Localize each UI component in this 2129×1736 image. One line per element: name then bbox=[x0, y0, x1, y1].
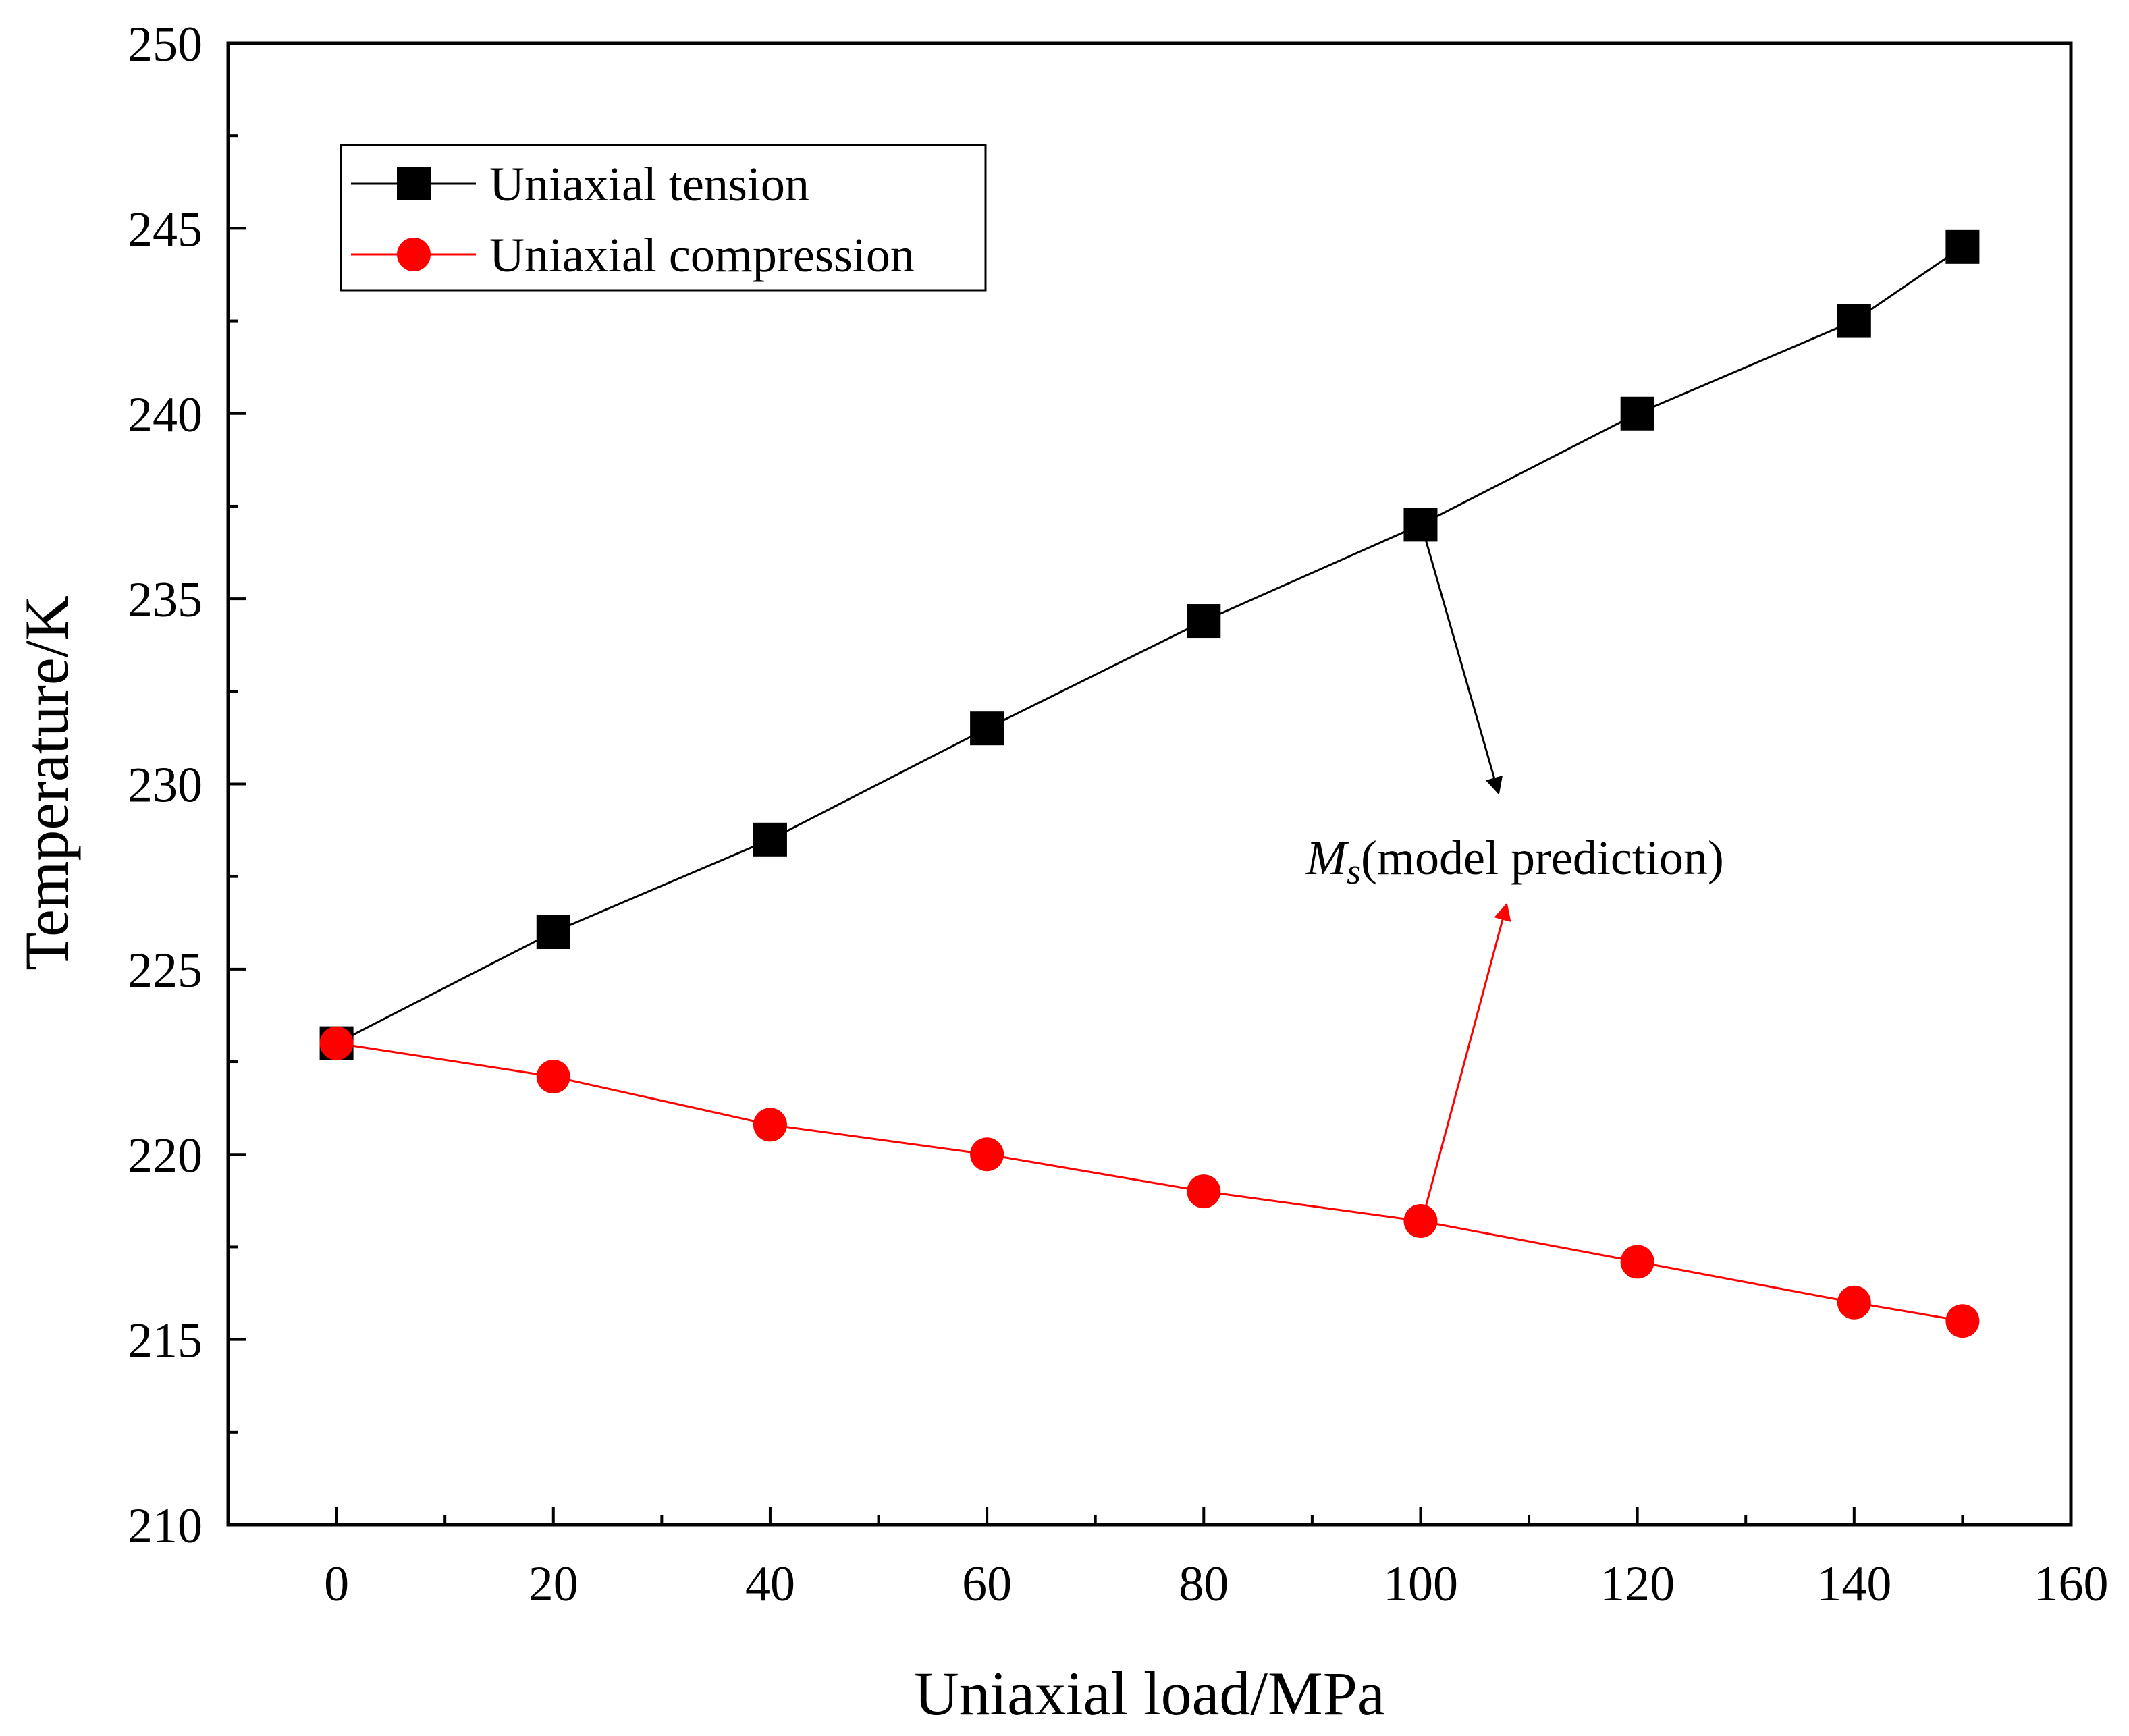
data-point-compression bbox=[753, 1108, 787, 1142]
data-point-compression bbox=[1403, 1204, 1438, 1239]
data-point-compression bbox=[970, 1137, 1004, 1172]
data-point-tension bbox=[1837, 304, 1871, 338]
y-axis: 210 215 220 225 230 235 240 245 250 bbox=[128, 17, 246, 1554]
annotation-arrow-tension bbox=[1420, 522, 1503, 795]
legend-marker-compression bbox=[397, 238, 431, 271]
y-axis-title: Temperature/K bbox=[12, 595, 81, 971]
y-tick-label: 250 bbox=[128, 17, 203, 72]
data-point-compression bbox=[1837, 1285, 1871, 1320]
data-point-compression bbox=[1187, 1174, 1221, 1209]
x-tick-label: 160 bbox=[2034, 1556, 2109, 1612]
annotation-subscript: s bbox=[1347, 851, 1361, 892]
legend-box bbox=[340, 144, 987, 292]
annotation-main: M bbox=[1305, 831, 1349, 885]
x-tick-label: 140 bbox=[1816, 1556, 1891, 1612]
data-point-compression bbox=[1945, 1304, 1980, 1338]
legend-marker-tension bbox=[397, 167, 431, 200]
y-tick-label: 235 bbox=[128, 572, 203, 628]
x-tick-label: 40 bbox=[745, 1556, 795, 1612]
data-point-tension bbox=[1945, 229, 1980, 264]
legend-label-tension: Uniaxial tension bbox=[489, 157, 809, 211]
x-tick-label: 60 bbox=[962, 1556, 1012, 1612]
x-tick-label: 20 bbox=[529, 1556, 578, 1612]
data-point-tension bbox=[970, 711, 1004, 746]
annotation-rest: (model prediction) bbox=[1361, 831, 1724, 885]
data-point-tension bbox=[1187, 604, 1221, 639]
series-layer bbox=[319, 229, 1980, 1338]
x-tick-label: 100 bbox=[1383, 1556, 1458, 1612]
legend: Uniaxial tension Uniaxial compression bbox=[340, 144, 987, 292]
y-tick-label: 220 bbox=[128, 1128, 203, 1183]
series-line-compression bbox=[336, 1042, 1963, 1322]
x-tick-label: 0 bbox=[324, 1556, 349, 1612]
y-tick-label: 240 bbox=[128, 387, 203, 443]
x-tick-label: 80 bbox=[1179, 1556, 1229, 1612]
ms-annotation: Ms(model prediction) bbox=[1305, 522, 1724, 1220]
y-tick-label: 210 bbox=[128, 1498, 203, 1554]
y-tick-label: 245 bbox=[128, 202, 203, 257]
data-point-tension bbox=[1620, 396, 1654, 431]
annotation-label: Ms(model prediction) bbox=[1305, 831, 1724, 892]
y-tick-label: 230 bbox=[128, 758, 203, 813]
annotation-arrow-compression bbox=[1421, 902, 1511, 1220]
x-axis: 0 20 40 60 80 100 120 140 160 bbox=[324, 1507, 2109, 1612]
legend-label-compression: Uniaxial compression bbox=[489, 228, 915, 282]
data-point-compression bbox=[1620, 1245, 1654, 1279]
series-line-tension bbox=[335, 246, 1964, 1044]
x-tick-label: 120 bbox=[1600, 1556, 1675, 1612]
x-axis-title: Uniaxial load/MPa bbox=[914, 1659, 1385, 1728]
data-point-tension bbox=[536, 915, 570, 949]
data-point-tension bbox=[753, 822, 787, 857]
data-point-compression bbox=[319, 1026, 354, 1060]
data-point-compression bbox=[536, 1060, 570, 1094]
y-tick-label: 215 bbox=[128, 1313, 203, 1369]
y-tick-label: 225 bbox=[128, 943, 203, 998]
